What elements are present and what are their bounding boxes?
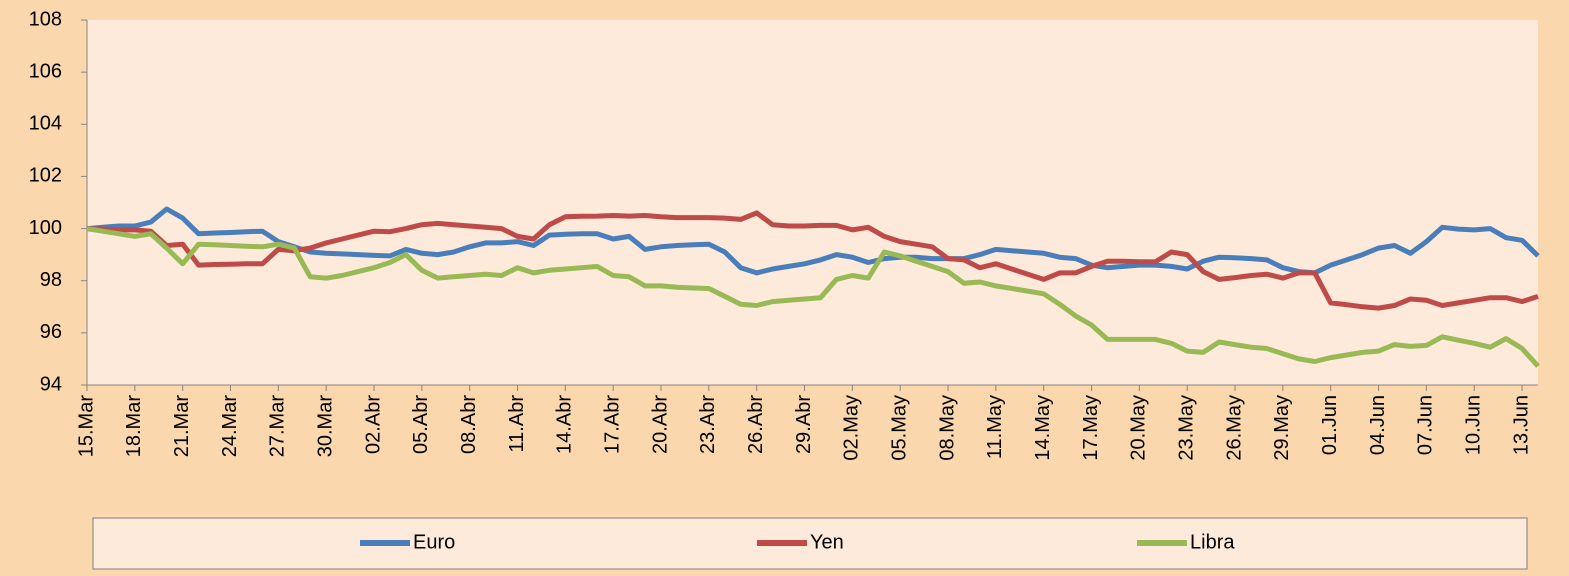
- y-tick-label: 102: [29, 165, 62, 187]
- x-tick-label: 20.May: [1128, 395, 1150, 461]
- legend: [92, 517, 1528, 570]
- y-tick-label: 100: [29, 217, 62, 239]
- x-tick-label: 01.Jun: [1319, 395, 1341, 455]
- x-tick-label: 11.Abr: [506, 395, 528, 453]
- x-tick-label: 29.May: [1271, 395, 1293, 461]
- x-tick-label: 14.May: [1032, 395, 1054, 461]
- y-tick-label: 98: [40, 269, 62, 291]
- x-tick-label: 30.Mar: [314, 395, 336, 458]
- x-tick-label: 23.May: [1175, 395, 1197, 461]
- legend-label: Yen: [810, 531, 844, 553]
- x-tick-label: 05.Abr: [410, 395, 432, 454]
- x-tick-label: 10.Jun: [1463, 395, 1485, 455]
- x-tick-label: 17.May: [1080, 395, 1102, 461]
- plot-area: [87, 20, 1538, 385]
- x-tick-label: 26.May: [1223, 395, 1245, 461]
- x-tick-label: 29.Abr: [793, 395, 815, 454]
- x-tick-label: 18.Mar: [123, 395, 145, 458]
- x-tick-label: 11.May: [984, 395, 1006, 459]
- x-tick-label: 02.Abr: [362, 395, 384, 454]
- x-tick-label: 14.Abr: [554, 395, 576, 454]
- series-line: [86, 210, 1539, 311]
- x-tick-label: 27.Mar: [267, 395, 289, 458]
- y-tick-label: 104: [29, 113, 62, 135]
- x-tick-label: 07.Jun: [1415, 395, 1437, 455]
- legend-label: Libra: [1190, 531, 1235, 553]
- x-tick-label: 20.Abr: [649, 395, 671, 454]
- y-tick-label: 106: [29, 60, 62, 82]
- series-line: [86, 206, 1540, 276]
- x-tick-label: 04.Jun: [1367, 395, 1389, 455]
- x-tick-label: 23.Abr: [697, 395, 719, 454]
- x-tick-label: 26.Abr: [745, 395, 767, 454]
- y-tick-label: 94: [40, 373, 62, 395]
- legend-label: Euro: [413, 531, 455, 553]
- x-tick-label: 21.Mar: [171, 395, 193, 458]
- x-tick-label: 08.May: [936, 395, 958, 461]
- x-tick-label: 24.Mar: [219, 395, 241, 458]
- x-tick-label: 17.Abr: [601, 395, 623, 454]
- x-tick-label: 05.May: [888, 395, 910, 461]
- x-tick-label: 02.May: [841, 395, 863, 461]
- y-tick-label: 108: [29, 8, 62, 30]
- x-tick-label: 15.Mar: [75, 395, 97, 458]
- x-tick-label: 13.Jun: [1510, 395, 1532, 455]
- x-tick-label: 08.Abr: [458, 395, 480, 454]
- series-line: [86, 226, 1540, 368]
- y-tick-label: 96: [40, 321, 62, 343]
